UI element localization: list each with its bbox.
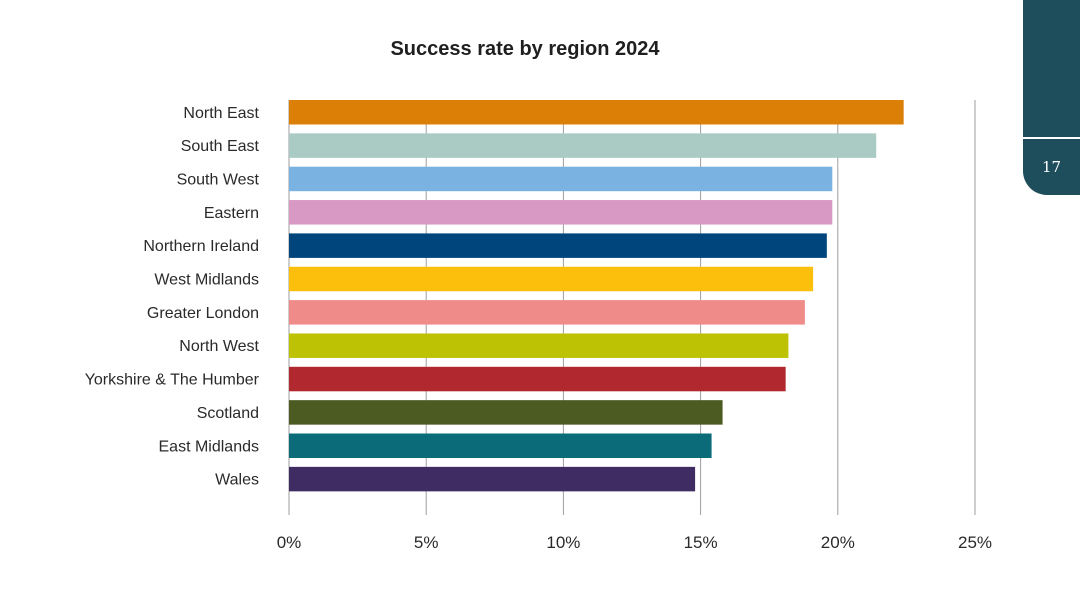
x-tick-label: 20% — [821, 533, 855, 552]
category-label: Yorkshire & The Humber — [85, 372, 260, 389]
x-tick-label: 0% — [277, 533, 302, 552]
x-tick-label: 15% — [684, 533, 718, 552]
page-number-badge: 17 — [1023, 139, 1080, 195]
bar — [289, 233, 827, 258]
category-label: North East — [183, 105, 259, 122]
bar — [289, 366, 786, 392]
category-label: Wales — [215, 472, 259, 489]
category-label: North West — [179, 338, 259, 355]
chart-title: Success rate by region 2024 — [390, 38, 660, 60]
bar — [289, 166, 833, 192]
category-label: Northern Ireland — [143, 238, 259, 255]
bar — [289, 133, 877, 158]
category-label: South West — [177, 171, 260, 188]
bar — [289, 100, 904, 125]
page-number: 17 — [1041, 158, 1062, 176]
category-label: South East — [181, 138, 260, 155]
category-labels: North East South East South West Eastern Nor… — [85, 105, 260, 489]
x-tick-label: 25% — [958, 533, 992, 552]
bar — [289, 300, 805, 325]
category-label: East Midlands — [159, 438, 260, 455]
x-axis-ticks: 0% 5% 10% 15% 20% 25% — [277, 533, 992, 552]
category-label: Greater London — [147, 305, 259, 322]
category-label: Scotland — [197, 405, 259, 422]
bar — [289, 466, 696, 492]
bar — [289, 400, 723, 425]
x-tick-label: 10% — [546, 533, 580, 552]
page-tab — [1023, 0, 1080, 137]
bar — [289, 266, 814, 292]
bar — [289, 433, 712, 458]
x-tick-label: 5% — [414, 533, 439, 552]
bar — [289, 200, 833, 225]
category-label: Eastern — [204, 205, 259, 222]
category-label: West Midlands — [154, 272, 259, 289]
bar — [289, 333, 789, 358]
bars — [289, 100, 904, 492]
